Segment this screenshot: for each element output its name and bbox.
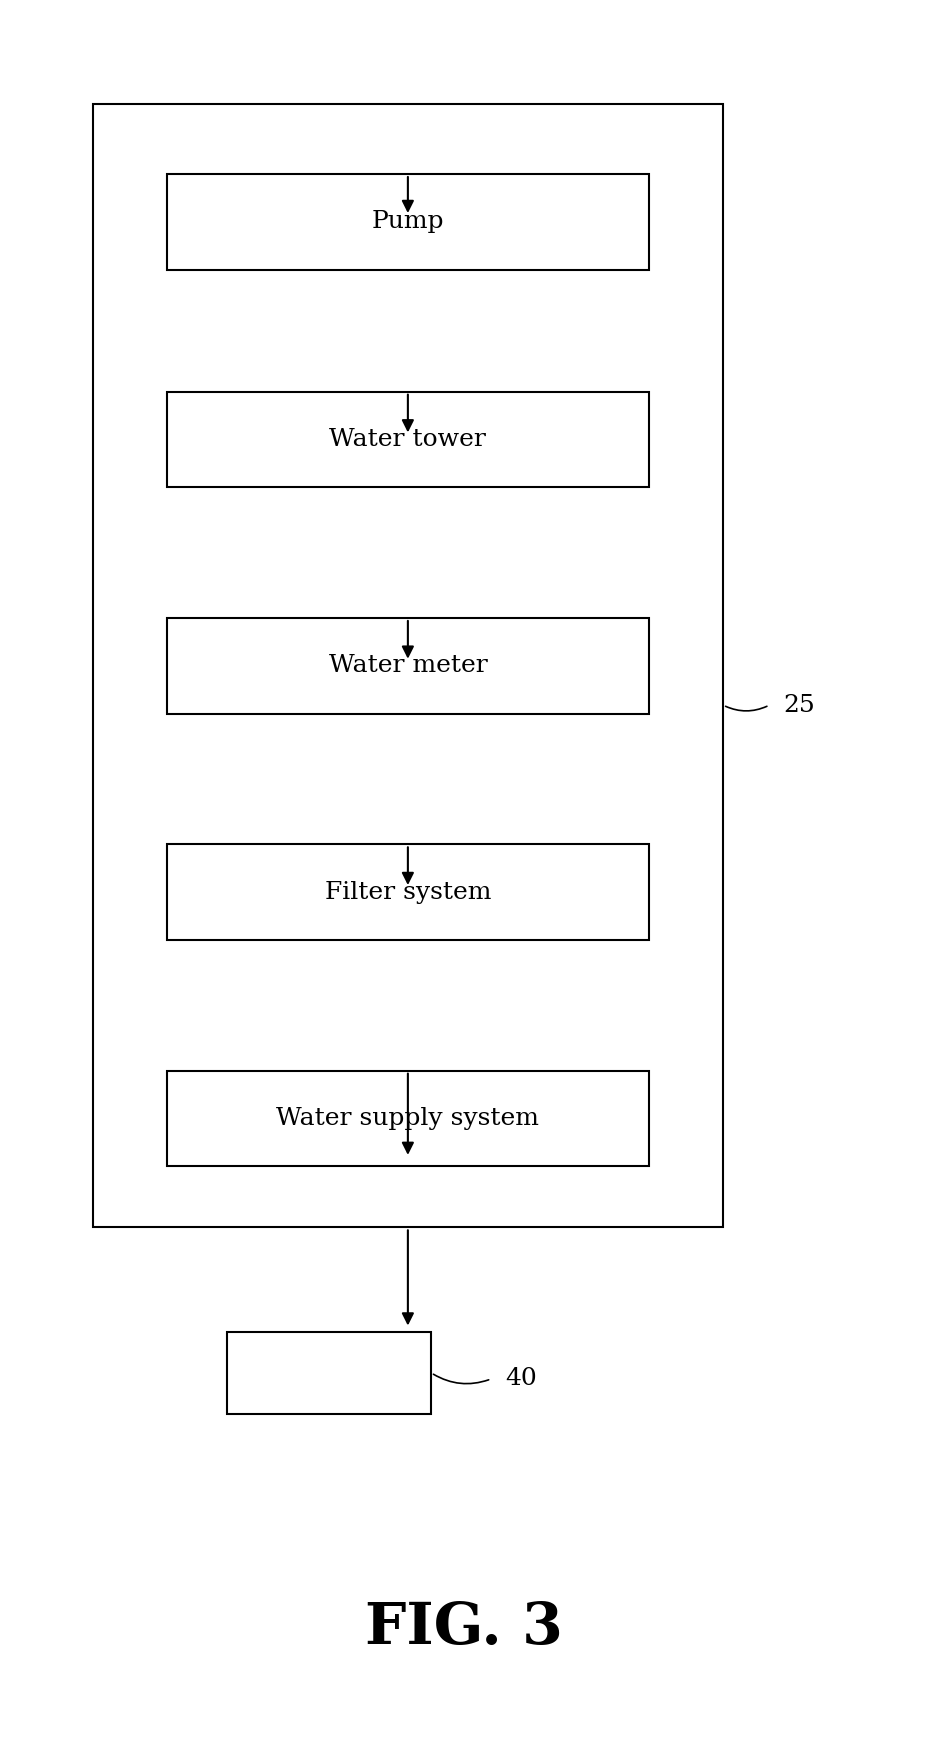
Text: Pump: Pump [372, 211, 444, 233]
FancyBboxPatch shape [227, 1332, 431, 1414]
Text: 25: 25 [783, 693, 815, 717]
FancyBboxPatch shape [167, 1071, 649, 1166]
Text: FIG. 3: FIG. 3 [364, 1600, 563, 1656]
Text: Water tower: Water tower [329, 428, 487, 451]
FancyBboxPatch shape [93, 104, 723, 1227]
Text: Water supply system: Water supply system [276, 1107, 540, 1130]
FancyBboxPatch shape [167, 844, 649, 940]
FancyBboxPatch shape [167, 174, 649, 270]
FancyBboxPatch shape [167, 618, 649, 714]
Text: 40: 40 [505, 1367, 537, 1391]
FancyBboxPatch shape [167, 392, 649, 487]
Text: Water meter: Water meter [328, 655, 488, 677]
Text: Filter system: Filter system [324, 881, 491, 904]
